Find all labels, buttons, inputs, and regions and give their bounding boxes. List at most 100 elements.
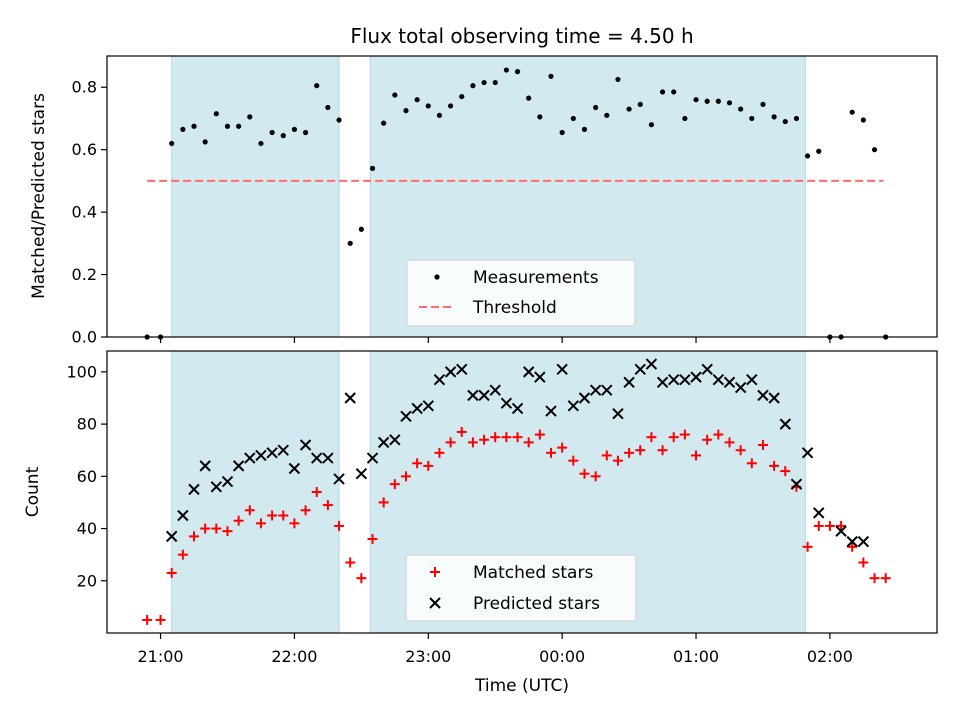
predicted-star-point bbox=[165, 530, 178, 543]
measurement-point bbox=[213, 111, 219, 117]
matched-star-point bbox=[735, 445, 746, 456]
predicted-star-point bbox=[556, 363, 568, 375]
predicted-legend-marker bbox=[429, 597, 441, 609]
measurement-point bbox=[369, 165, 376, 171]
predicted-star-point bbox=[623, 376, 635, 389]
predicted-star-point bbox=[366, 452, 379, 464]
predicted-star-point bbox=[266, 447, 278, 459]
observing-window bbox=[171, 350, 340, 634]
measurement-point bbox=[436, 112, 443, 118]
predicted-star-point bbox=[723, 376, 736, 389]
count-legend: Matched stars Predicted stars bbox=[405, 554, 637, 622]
matched-star-point bbox=[412, 458, 423, 469]
matched-star-point bbox=[557, 442, 568, 453]
predicted-star-point bbox=[545, 405, 557, 417]
matched-star-point bbox=[334, 520, 345, 531]
matched-star-point bbox=[501, 432, 512, 443]
measurement-point bbox=[224, 123, 231, 129]
predicted-star-point bbox=[377, 436, 390, 449]
measurement-point bbox=[325, 104, 331, 111]
x-tick-label: 01:00 bbox=[673, 647, 719, 666]
predicted-star-point bbox=[478, 389, 490, 402]
predicted-star-point bbox=[779, 418, 791, 430]
predicted-star-point bbox=[746, 374, 758, 386]
measurement-point bbox=[693, 97, 699, 103]
measurement-point bbox=[559, 129, 565, 136]
measurement-point bbox=[347, 240, 353, 246]
measurement-point bbox=[280, 133, 286, 139]
matched-star-point bbox=[590, 471, 601, 482]
predicted-star-point bbox=[232, 460, 245, 472]
x-tick-label: 00:00 bbox=[539, 647, 585, 666]
matched-star-point bbox=[400, 471, 411, 482]
predicted-star-point bbox=[355, 468, 368, 480]
matched-star-point bbox=[177, 549, 188, 560]
matched-star-point bbox=[780, 466, 791, 477]
predicted-star-point bbox=[690, 371, 702, 383]
measurement-point bbox=[570, 115, 576, 122]
y-tick-label: 0.0 bbox=[72, 328, 97, 347]
predicted-star-point bbox=[701, 363, 713, 375]
predicted-star-point bbox=[277, 444, 289, 456]
measurement-point bbox=[302, 129, 309, 136]
measurement-point bbox=[760, 101, 766, 107]
y-tick-label: 60 bbox=[77, 467, 97, 486]
y-tick-label: 40 bbox=[77, 519, 97, 538]
predicted-star-point bbox=[433, 374, 446, 386]
measurement-point bbox=[169, 140, 175, 147]
predicted-star-point bbox=[411, 402, 423, 415]
measurement-point bbox=[481, 79, 487, 86]
measurement-point bbox=[236, 123, 242, 129]
count-data bbox=[142, 358, 891, 625]
predicted-star-point bbox=[199, 460, 211, 472]
matched-star-point bbox=[233, 515, 244, 526]
matched-star-point bbox=[367, 534, 378, 544]
predicted-star-point bbox=[522, 366, 535, 378]
measurement-point bbox=[503, 67, 509, 73]
matched-star-point bbox=[345, 557, 356, 568]
matched-star-point bbox=[322, 500, 333, 511]
predicted-star-point bbox=[757, 389, 769, 402]
matched-legend-marker bbox=[430, 567, 440, 577]
measurement-point bbox=[459, 93, 465, 100]
predicted-star-point bbox=[400, 410, 412, 422]
measurement-point bbox=[180, 126, 186, 132]
predicted-star-point bbox=[534, 371, 546, 383]
matched-star-point bbox=[534, 429, 545, 440]
matched-legend-label: Matched stars bbox=[473, 563, 593, 583]
y-tick-label: 0.2 bbox=[72, 265, 97, 284]
matched-star-point bbox=[880, 573, 891, 584]
x-tick-label: 22:00 bbox=[271, 647, 317, 666]
matched-star-point bbox=[746, 458, 757, 469]
matched-star-point bbox=[389, 479, 400, 490]
ratio-legend-box bbox=[406, 259, 636, 327]
measurement-point bbox=[637, 101, 643, 107]
measurement-point bbox=[804, 153, 811, 159]
matched-star-point bbox=[490, 432, 501, 443]
y-tick-label: 0.4 bbox=[72, 203, 97, 222]
measurement-point bbox=[782, 118, 788, 125]
matched-star-point bbox=[434, 447, 445, 458]
matched-star-point bbox=[757, 440, 768, 450]
measurement-point bbox=[548, 73, 554, 79]
count-legend-box bbox=[405, 554, 637, 622]
y-tick-label: 20 bbox=[77, 571, 97, 590]
predicted-star-point bbox=[444, 366, 457, 378]
matched-star-point bbox=[255, 518, 266, 529]
matched-star-point bbox=[657, 445, 668, 456]
predicted-star-point bbox=[333, 473, 345, 485]
matched-star-point bbox=[423, 460, 434, 471]
ratio-panel-frame bbox=[106, 55, 938, 338]
ratio-legend: Measurements Threshold bbox=[406, 259, 636, 327]
predicted-star-point bbox=[244, 452, 256, 464]
y-tick-label: 0.8 bbox=[72, 78, 97, 97]
measurement-point bbox=[392, 92, 398, 98]
ratio-y-axis-label: Matched/Predicted stars bbox=[29, 93, 49, 299]
measurement-point bbox=[738, 106, 744, 112]
count-panel-frame bbox=[106, 350, 938, 634]
predicted-star-point bbox=[846, 535, 858, 548]
measurement-point bbox=[704, 98, 710, 104]
matched-star-point bbox=[311, 487, 322, 497]
measurement-point bbox=[247, 114, 253, 120]
measurement-point bbox=[314, 83, 320, 89]
